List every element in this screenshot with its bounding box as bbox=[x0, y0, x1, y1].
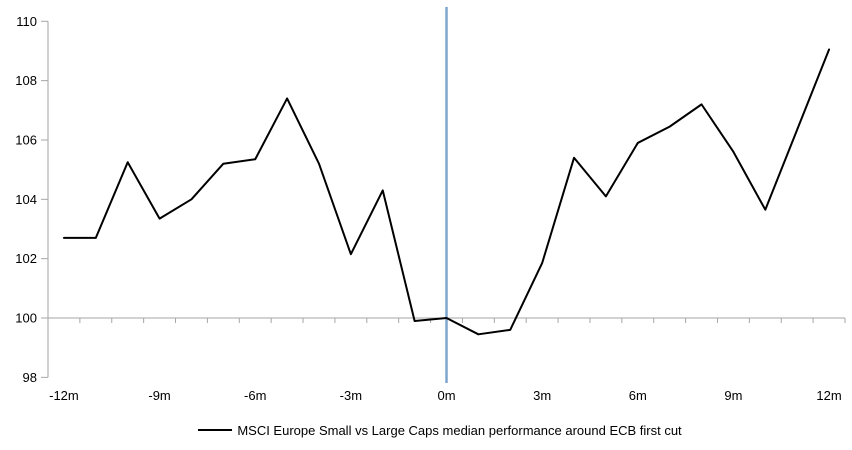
x-axis-label: 12m bbox=[816, 388, 841, 403]
y-axis-label: 100 bbox=[15, 311, 37, 326]
x-axis-label: -12m bbox=[49, 388, 79, 403]
x-axis-label: 6m bbox=[629, 388, 647, 403]
chart-legend: MSCI Europe Small vs Large Caps median p… bbox=[14, 420, 852, 440]
x-axis-label: 9m bbox=[724, 388, 742, 403]
legend-label: MSCI Europe Small vs Large Caps median p… bbox=[237, 422, 682, 438]
y-axis-label: 110 bbox=[16, 14, 37, 29]
x-axis-label: 3m bbox=[533, 388, 551, 403]
y-axis-label: 106 bbox=[15, 132, 37, 147]
x-axis-label: -6m bbox=[244, 388, 266, 403]
series-line bbox=[62, 48, 831, 336]
x-axis-label: -9m bbox=[148, 388, 170, 403]
x-axis-label: -3m bbox=[340, 388, 362, 403]
line-chart: 98 100 102 104 106 108 110 -12m -9m -6m -3m 0m 3m 6m 9… bbox=[15, 7, 846, 403]
y-axis-label: 102 bbox=[15, 251, 37, 266]
y-axis-label: 104 bbox=[15, 192, 37, 207]
y-axis-label: 108 bbox=[15, 73, 37, 88]
legend-line-sample-icon bbox=[198, 429, 233, 431]
x-axis-label: 0m bbox=[437, 388, 455, 403]
y-axis-label: 98 bbox=[23, 370, 37, 385]
